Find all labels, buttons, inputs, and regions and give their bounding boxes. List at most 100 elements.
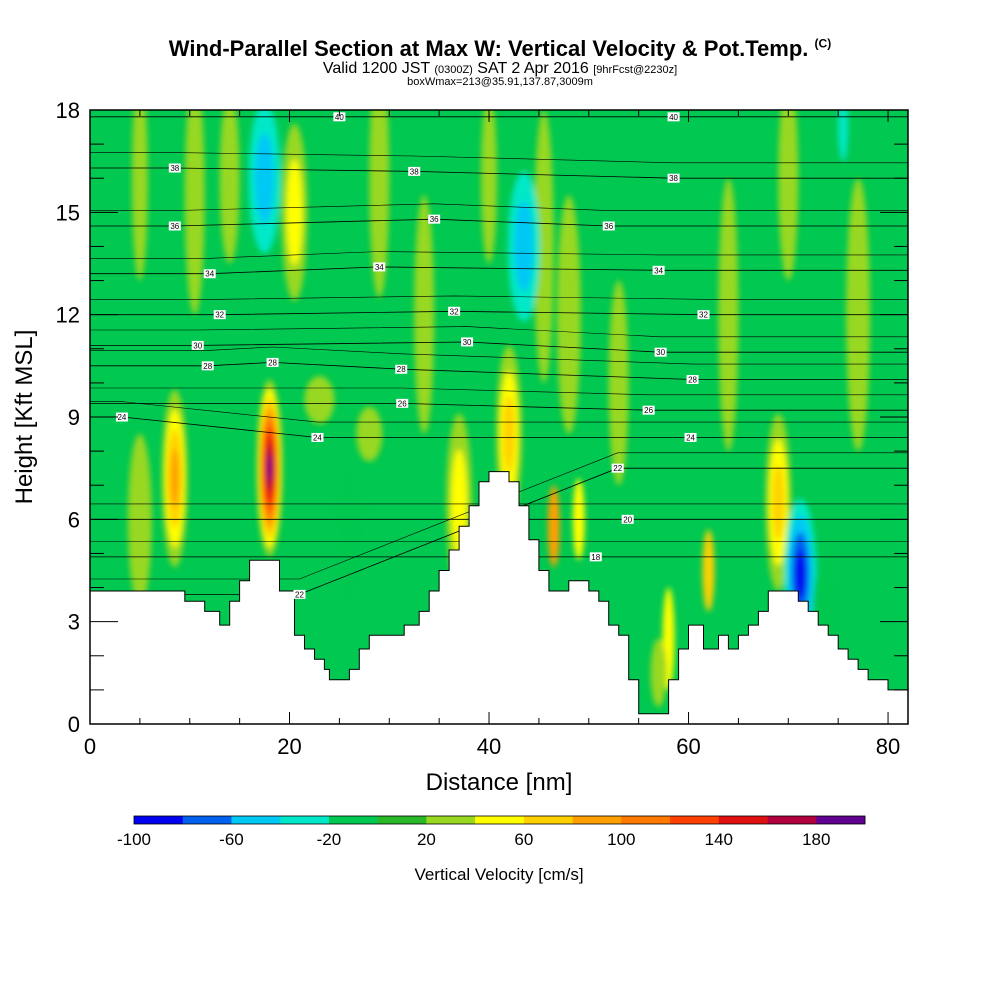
y-tick-label: 18	[56, 98, 80, 123]
chart-title: Wind-Parallel Section at Max W: Vertical…	[0, 36, 1000, 62]
svg-text:22: 22	[295, 590, 304, 599]
theta-contour	[90, 152, 908, 164]
theta-contour	[90, 346, 908, 365]
field-streak	[131, 110, 148, 281]
contour-label: 32	[697, 310, 710, 320]
field-streak	[481, 110, 498, 264]
valid-utc: (0300Z)	[434, 64, 473, 76]
svg-text:38: 38	[170, 164, 179, 173]
field-streak	[414, 195, 435, 435]
x-tick-label: 60	[676, 734, 700, 759]
svg-text:30: 30	[656, 348, 665, 357]
contour-label: 38	[408, 166, 421, 176]
svg-text:36: 36	[170, 222, 179, 231]
contour-label: 30	[191, 340, 204, 350]
downdraft-core	[254, 133, 275, 224]
contour-label: 28	[686, 374, 699, 384]
field-streak	[547, 485, 560, 568]
y-tick-label: 15	[56, 200, 80, 225]
colorbar-swatch	[621, 816, 671, 824]
svg-text:30: 30	[193, 341, 202, 350]
colorbar-tick-label: -100	[117, 830, 151, 849]
field-streak	[838, 110, 849, 162]
contour-label: 36	[428, 214, 441, 224]
x-tick-label: 80	[876, 734, 900, 759]
contour-label: 26	[396, 398, 409, 408]
contour-label: 38	[168, 163, 181, 173]
valid-time-line: Valid 1200 JST (0300Z) SAT 2 Apr 2016 [9…	[0, 60, 1000, 78]
svg-text:24: 24	[117, 413, 126, 422]
contour-label: 28	[201, 361, 214, 371]
svg-text:22: 22	[613, 464, 622, 473]
svg-text:28: 28	[688, 375, 697, 384]
contour-label: 20	[621, 514, 634, 524]
svg-text:36: 36	[430, 215, 439, 224]
contour-label: 22	[293, 589, 306, 599]
colorbar-swatch	[523, 816, 573, 824]
y-tick-label: 3	[68, 610, 80, 635]
colorbar-swatch	[426, 816, 476, 824]
contour-label: 24	[311, 432, 324, 442]
x-axis-label: Distance [nm]	[426, 769, 573, 796]
contour-label: 40	[667, 112, 680, 122]
contour-label: 40	[333, 112, 346, 122]
field-streak	[902, 110, 908, 213]
contour-label: 38	[667, 173, 680, 183]
y-axis-label: Height [Kft MSL]	[11, 330, 38, 505]
theta-contour	[90, 401, 908, 423]
colorbar-tick-label: 180	[802, 830, 830, 849]
downdraft-core	[333, 461, 366, 612]
svg-text:30: 30	[463, 338, 472, 347]
theta-contour	[90, 387, 908, 396]
x-tick-label: 40	[477, 734, 501, 759]
contour-label: 24	[684, 432, 697, 442]
colorbar-swatch	[377, 816, 427, 824]
contour-label: 36	[602, 221, 615, 231]
svg-text:28: 28	[397, 365, 406, 374]
svg-text:40: 40	[669, 113, 678, 122]
contour-label: 34	[652, 265, 665, 275]
colorbar-swatch	[572, 816, 622, 824]
colorbar-swatch	[670, 816, 720, 824]
y-tick-label: 9	[68, 405, 80, 430]
theta-contour	[90, 361, 908, 380]
updraft-core	[170, 448, 180, 508]
theta-contour	[90, 203, 908, 211]
contour-label: 18	[589, 552, 602, 562]
svg-text:32: 32	[699, 311, 708, 320]
colorbar-tick-label: 20	[417, 830, 436, 849]
contour-label: 36	[168, 221, 181, 231]
theta-contour	[90, 295, 908, 300]
contour-label: 32	[213, 310, 226, 320]
y-tick-label: 6	[68, 507, 80, 532]
svg-text:32: 32	[215, 311, 224, 320]
valid-main: Valid 1200 JST	[322, 60, 430, 77]
contour-label: 22	[611, 463, 624, 473]
downdraft-core	[514, 201, 534, 292]
field-streak	[304, 376, 335, 424]
colorbar-swatch	[475, 816, 525, 824]
colorbar-label: Vertical Velocity [cm/s]	[414, 865, 583, 884]
field-streak	[702, 529, 715, 612]
contour-label: 28	[395, 364, 408, 374]
svg-text:28: 28	[203, 362, 212, 371]
svg-text:26: 26	[644, 406, 653, 415]
valid-date: SAT 2 Apr 2016	[477, 60, 589, 77]
updraft-core	[286, 159, 303, 266]
colorbar-swatch	[134, 816, 184, 824]
contour-label: 26	[642, 405, 655, 415]
contour-label: 28	[266, 357, 279, 367]
svg-text:38: 38	[669, 174, 678, 183]
field-streak	[778, 110, 799, 281]
field-streak	[369, 110, 390, 298]
y-tick-label: 12	[56, 303, 80, 328]
chart-title-text: Wind-Parallel Section at Max W: Vertical…	[168, 36, 809, 61]
field-streak	[184, 110, 205, 315]
field-streak	[608, 280, 629, 486]
y-tick-label: 0	[68, 712, 80, 737]
downdraft-core	[794, 548, 806, 599]
svg-text:32: 32	[450, 307, 459, 316]
contour-label: 34	[203, 269, 216, 279]
field-streak	[650, 638, 667, 707]
contour-label: 34	[373, 262, 386, 272]
